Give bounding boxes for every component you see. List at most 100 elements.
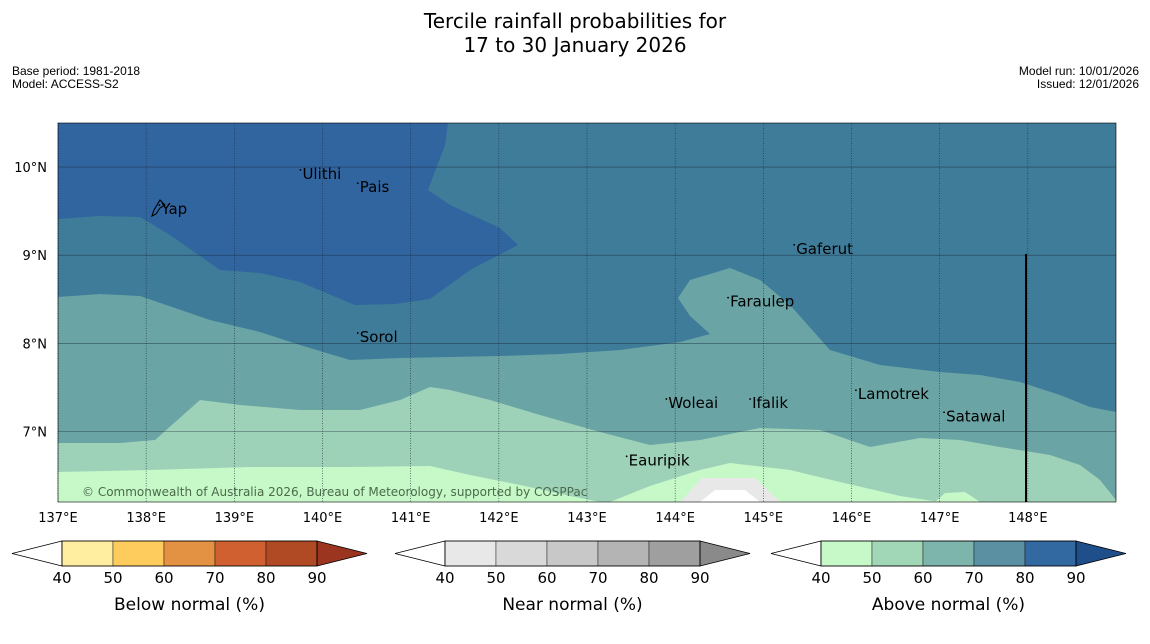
colorbar-segment bbox=[871, 540, 924, 567]
x-tick-label: 146°E bbox=[832, 511, 872, 526]
colorbar-segment bbox=[112, 540, 165, 567]
map-fill-regions bbox=[58, 123, 1116, 502]
colorbar-low-extension bbox=[11, 540, 63, 567]
place-label: Faraulep bbox=[730, 293, 794, 311]
y-tick-label: 7°N bbox=[23, 425, 48, 440]
region-near-normal-spot-inner bbox=[700, 490, 760, 502]
x-tick-label: 147°E bbox=[920, 511, 960, 526]
place-label: Eauripik bbox=[629, 451, 690, 469]
x-tick-label: 143°E bbox=[567, 511, 607, 526]
colorbar-tick-label: 50 bbox=[486, 569, 505, 587]
place-label: Satawal bbox=[946, 407, 1005, 425]
colorbar-segment bbox=[973, 540, 1026, 567]
colorbar-segment bbox=[546, 540, 599, 567]
place-label: Gaferut bbox=[796, 240, 853, 258]
colorbar-segment bbox=[495, 540, 548, 567]
colorbar-tick-label: 60 bbox=[537, 569, 556, 587]
colorbar-tick-label: 70 bbox=[205, 569, 224, 587]
colorbar-tick-label: 40 bbox=[811, 569, 830, 587]
x-tick-label: 140°E bbox=[303, 511, 343, 526]
colorbar-above-normal: 40 50 60 70 80 90 Above normal (%) bbox=[770, 540, 1127, 615]
place-marker bbox=[943, 411, 945, 414]
x-tick-label: 148°E bbox=[1008, 511, 1048, 526]
place-label: Sorol bbox=[360, 328, 398, 346]
colorbar-segment bbox=[820, 540, 873, 567]
colorbar-tick-label: 80 bbox=[256, 569, 275, 587]
colorbar-tick-label: 70 bbox=[588, 569, 607, 587]
x-tick-label: 142°E bbox=[479, 511, 519, 526]
y-tick-label: 8°N bbox=[23, 337, 48, 352]
colorbar-low-extension bbox=[394, 540, 446, 567]
colorbar-segment bbox=[648, 540, 701, 567]
colorbar-high-extension bbox=[699, 540, 751, 567]
colorbar-tick-label: 90 bbox=[1066, 569, 1085, 587]
x-tick-label: 137°E bbox=[38, 511, 78, 526]
region-above-80-90 bbox=[58, 123, 518, 305]
colorbar-segment bbox=[163, 540, 216, 567]
colorbar-outline bbox=[444, 540, 701, 567]
colorbar-high-extension bbox=[1075, 540, 1127, 567]
colorbar-low-extension bbox=[770, 540, 822, 567]
colorbar-tick-label: 80 bbox=[1015, 569, 1034, 587]
place-marker bbox=[665, 398, 668, 400]
colorbar-tick-label: 50 bbox=[862, 569, 881, 587]
base-period-text: Base period: 1981-2018 bbox=[12, 64, 141, 78]
colorbar-segment bbox=[214, 540, 267, 567]
copyright-credit: © Commonwealth of Australia 2026, Bureau… bbox=[82, 485, 587, 499]
place-marker bbox=[749, 398, 752, 400]
place-marker bbox=[625, 455, 628, 458]
colorbar-segment bbox=[597, 540, 650, 567]
region-above-50-60-sat bbox=[935, 492, 980, 502]
place-marker bbox=[356, 182, 359, 185]
colorbar-tick-label: 90 bbox=[307, 569, 326, 587]
colorbar-below-normal: 40 50 60 70 80 90 Below normal (%) bbox=[11, 540, 368, 615]
place-marker bbox=[793, 243, 796, 246]
x-tick-label: 145°E bbox=[744, 511, 784, 526]
map-frame bbox=[57, 122, 1117, 503]
x-tick-label: 138°E bbox=[126, 511, 166, 526]
place-label: Yap bbox=[160, 200, 187, 218]
x-tick-label: 141°E bbox=[391, 511, 431, 526]
model-run-text: Model run: 10/01/2026 bbox=[1018, 64, 1139, 78]
y-tick-label: 10°N bbox=[14, 161, 47, 176]
place-marker bbox=[356, 332, 359, 334]
place-labels: Yap Ulithi Pais Gaferut Faraulep Sorol Lamotre… bbox=[158, 165, 1005, 469]
colorbar-label: Below normal (%) bbox=[114, 595, 265, 615]
colorbar-outline bbox=[61, 540, 318, 567]
place-label: Pais bbox=[360, 178, 390, 196]
model-text: Model: ACCESS-S2 bbox=[12, 77, 119, 91]
y-tick-label: 9°N bbox=[23, 249, 48, 264]
place-label: Ulithi bbox=[302, 165, 341, 183]
place-marker bbox=[158, 204, 161, 207]
place-marker bbox=[727, 296, 729, 299]
place-label: Woleai bbox=[668, 394, 718, 412]
x-tick-label: 144°E bbox=[655, 511, 695, 526]
colorbar-tick-label: 80 bbox=[639, 569, 658, 587]
colorbar-tick-label: 70 bbox=[964, 569, 983, 587]
chart-title-line2: 17 to 30 January 2026 bbox=[463, 33, 687, 57]
colorbar-tick-label: 40 bbox=[435, 569, 454, 587]
colorbar-tick-label: 60 bbox=[913, 569, 932, 587]
x-axis-ticks: 137°E 138°E 139°E 140°E 141°E 142°E 143°E 144°E… bbox=[38, 511, 1047, 526]
colorbar-tick-label: 60 bbox=[154, 569, 173, 587]
colorbar-tick-label: 40 bbox=[52, 569, 71, 587]
colorbar-tick-label: 50 bbox=[103, 569, 122, 587]
place-marker bbox=[855, 389, 857, 392]
place-marker bbox=[299, 168, 302, 171]
colorbar-segment bbox=[265, 540, 318, 567]
colorbar-segment bbox=[1024, 540, 1077, 567]
colorbar-near-normal: 40 50 60 70 80 90 Near normal (%) bbox=[394, 540, 751, 615]
colorbar-outline bbox=[820, 540, 1077, 567]
colorbar-tick-label: 90 bbox=[690, 569, 709, 587]
colorbar-label: Above normal (%) bbox=[872, 595, 1025, 615]
colorbar-high-extension bbox=[316, 540, 368, 567]
colorbar-segment bbox=[444, 540, 497, 567]
place-label: Lamotrek bbox=[858, 385, 929, 403]
x-tick-label: 139°E bbox=[215, 511, 255, 526]
colorbar-segment bbox=[61, 540, 114, 567]
yap-island-outline bbox=[151, 199, 166, 218]
issued-text: Issued: 12/01/2026 bbox=[1036, 77, 1139, 91]
chart-title-line1: Tercile rainfall probabilities for bbox=[423, 9, 727, 33]
y-axis-ticks: 7°N 8°N 9°N 10°N bbox=[14, 161, 47, 440]
